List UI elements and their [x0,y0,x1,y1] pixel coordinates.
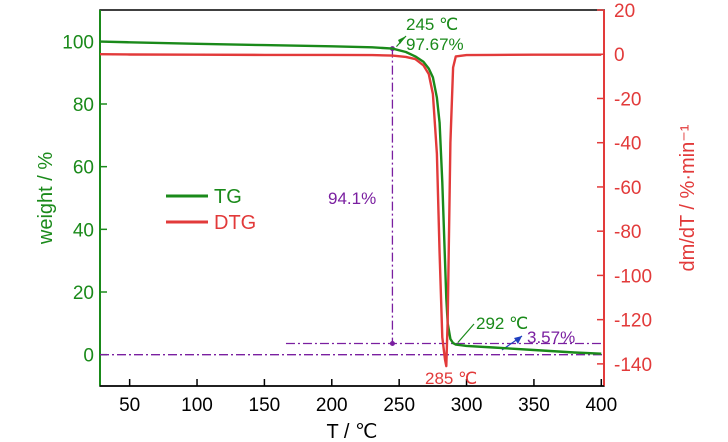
x-tick-label: 250 [383,395,415,416]
annotation-residue: 3.57% [527,328,575,347]
y2-tick-label: -40 [614,134,641,155]
drop-end-marker [389,340,395,346]
annotation-peak-temp: 285 ℃ [425,369,477,388]
series-line-tg [99,40,602,355]
x-tick-label: 50 [119,395,140,416]
y-tick-label: 20 [73,283,94,304]
x-tick-label: 150 [249,395,281,416]
series-line-dtg [99,53,602,368]
legend-label-tg: TG [214,186,242,208]
series-lines [99,40,602,368]
legend: TG DTG [166,186,256,234]
x-ticks: 50 100 150 200 250 300 350 400 [119,379,617,416]
onset-arrow-head [398,36,406,44]
y2-tick-label: 0 [614,45,625,66]
y-tick-label: 0 [83,346,94,367]
x-tick-label: 200 [316,395,348,416]
annotation-mass-loss: 94.1% [328,189,376,208]
annotation-onset-mass: 97.67% [406,35,464,54]
y2-tick-label: -60 [614,178,641,199]
annotation-onset-temp: 245 ℃ [406,15,458,34]
y-axis-label: weight / % [35,152,57,245]
legend-label-dtg: DTG [214,212,256,234]
y-tick-label: 80 [73,95,94,116]
x-tick-label: 100 [181,395,213,416]
x-tick-label: 350 [518,395,550,416]
y2-tick-label: 20 [614,1,635,22]
annotation-end-temp: 292 ℃ [476,314,528,333]
x-tick-label: 400 [585,395,617,416]
y2-tick-label: -20 [614,89,641,110]
residue-arrow-head [514,336,522,344]
y-tick-label: 40 [73,220,94,241]
y2-tick-label: -100 [614,266,652,287]
x-axis-label: T / ℃ [327,421,378,442]
y2-axis-label: dm/dT / %·min⁻¹ [677,124,699,271]
y2-tick-label: -140 [614,355,652,376]
right-y-ticks: 20 0 -20 -40 -60 -80 -100 -120 -140 [597,1,652,376]
y-tick-label: 60 [73,158,94,179]
y2-tick-label: -80 [614,222,641,243]
end-arrow [457,323,475,344]
y-tick-label: 100 [62,32,94,53]
x-tick-label: 300 [451,395,483,416]
y2-tick-label: -120 [614,311,652,332]
